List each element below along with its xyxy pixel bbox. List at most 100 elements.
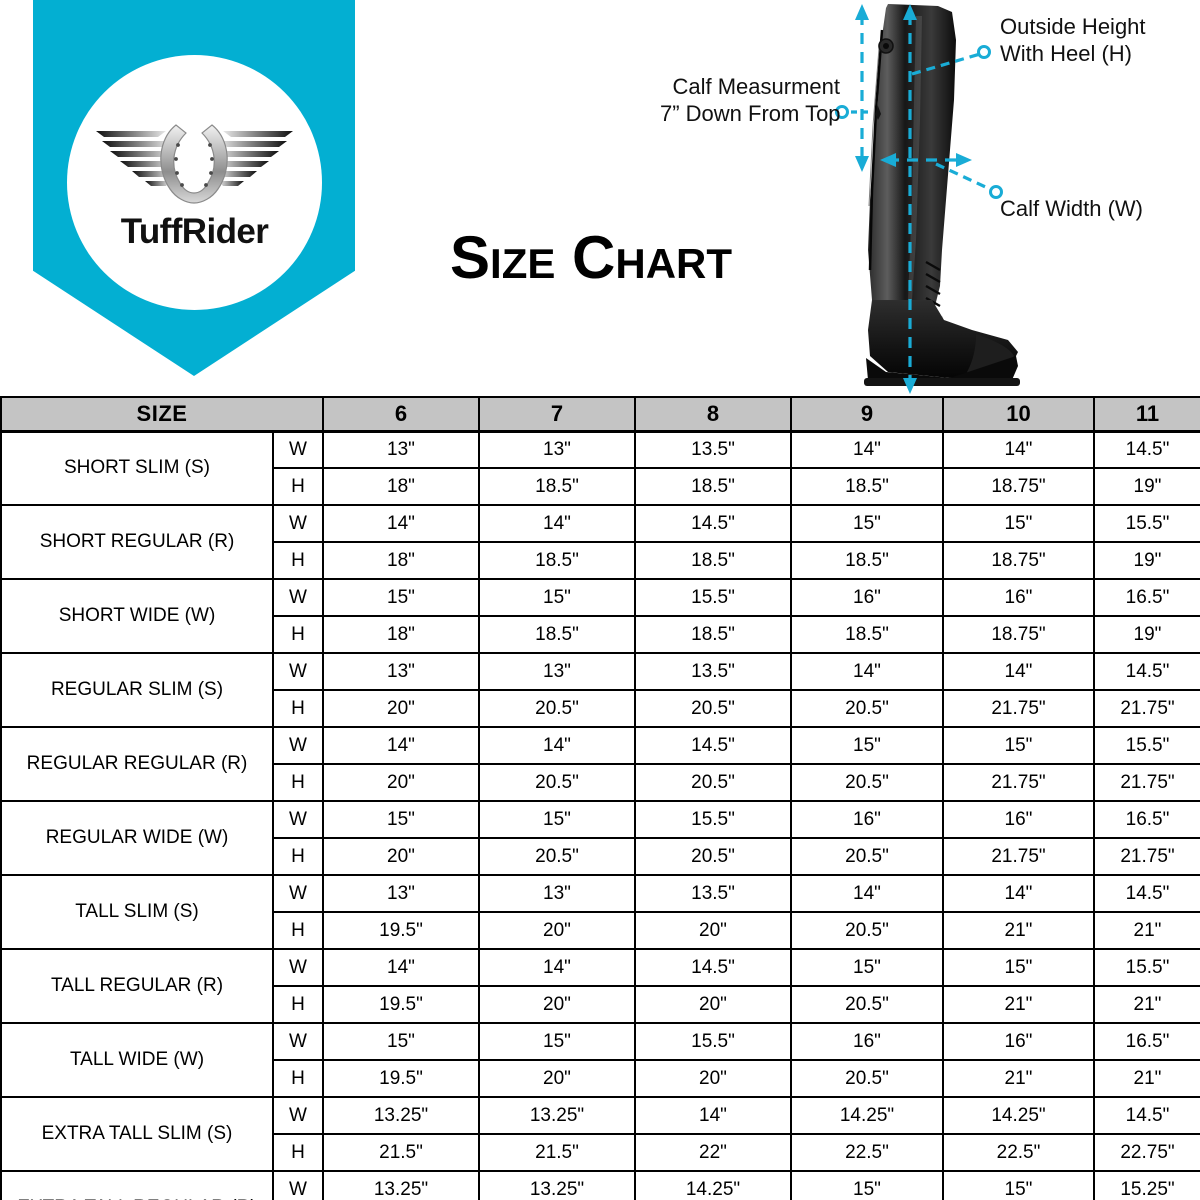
row-label: EXTRA TALL REGULAR (R) — [0, 1170, 274, 1200]
cell-w-size-7: 13" — [478, 874, 636, 913]
cell-h-size-11: 21" — [1093, 911, 1200, 950]
row-label: REGULAR WIDE (W) — [0, 800, 274, 876]
cell-h-size-8: 20" — [634, 1059, 792, 1098]
cell-h-size-10: 21.75" — [942, 689, 1095, 728]
measurement-arrows — [855, 4, 972, 394]
cell-w-size-10: 14" — [942, 874, 1095, 913]
cell-h-size-9: 18.5" — [790, 541, 944, 580]
row-label: EXTRA TALL SLIM (S) — [0, 1096, 274, 1172]
measure-label-w: W — [272, 800, 324, 839]
cell-h-size-9: 20.5" — [790, 763, 944, 802]
cell-h-size-7: 20.5" — [478, 689, 636, 728]
table-row: EXTRA TALL REGULAR (R)W13.25"13.25"14.25… — [0, 1170, 1200, 1200]
table-row: H 18" 18.5" 18.5" 18.5" 18.75" 19" — [1, 541, 1200, 580]
cell-h-size-10: 21.75" — [942, 763, 1095, 802]
cell-h-size-11: 21" — [1093, 1059, 1200, 1098]
header-size: SIZE — [0, 396, 324, 433]
cell-h-size-7: 20.5" — [478, 837, 636, 876]
measure-label-w: W — [272, 652, 324, 691]
table-row: H 19.5" 20" 20" 20.5" 21" 21" — [1, 911, 1200, 950]
measurement-guides — [846, 14, 993, 386]
row-label: SHORT SLIM (S) — [0, 430, 274, 506]
cell-h-size-11: 21" — [1093, 985, 1200, 1024]
cell-w-size-7: 13.25" — [478, 1096, 636, 1135]
cell-h-size-6: 18" — [322, 615, 480, 654]
cell-w-size-10: 14.25" — [942, 1096, 1095, 1135]
cell-h-size-11: 19" — [1093, 615, 1200, 654]
cell-w-size-8: 14.25" — [634, 1170, 792, 1200]
cell-w-size-6: 14" — [322, 504, 480, 543]
cell-w-size-7: 13" — [478, 430, 636, 469]
cell-w-size-10: 15" — [942, 948, 1095, 987]
cell-w-size-9: 14" — [790, 874, 944, 913]
row-label: REGULAR SLIM (S) — [0, 652, 274, 728]
cell-w-size-8: 14.5" — [634, 726, 792, 765]
cell-w-size-9: 16" — [790, 1022, 944, 1061]
row-label: TALL SLIM (S) — [0, 874, 274, 950]
cell-w-size-10: 15" — [942, 1170, 1095, 1200]
cell-w-size-7: 15" — [478, 1022, 636, 1061]
table-row: REGULAR SLIM (S) W 13" 13" 13.5" 14" 14" 14.5" — [0, 652, 1200, 728]
cell-w-size-6: 13.25" — [322, 1170, 480, 1200]
cell-w-size-9: 16" — [790, 578, 944, 617]
cell-h-size-10: 21.75" — [942, 837, 1095, 876]
table-row: H 20" 20.5" 20.5" 20.5" 21.75" 21.75" — [1, 689, 1200, 728]
callout-outside-height-line2: With Heel (H) — [1000, 40, 1133, 66]
cell-h-size-10: 18.75" — [942, 615, 1095, 654]
cell-h-size-8: 18.5" — [634, 615, 792, 654]
table-header: SIZE 6 7 8 9 10 11 — [0, 396, 1200, 433]
cell-w-size-6: 15" — [322, 1022, 480, 1061]
cell-h-size-10: 22.5" — [942, 1133, 1095, 1172]
cell-h-size-6: 19.5" — [322, 1059, 480, 1098]
header-zone: TuffRider Size Chart — [0, 0, 1200, 396]
cell-h-size-8: 18.5" — [634, 541, 792, 580]
cell-h-size-9: 20.5" — [790, 911, 944, 950]
cell-h-size-6: 18" — [322, 541, 480, 580]
cell-h-size-9: 20.5" — [790, 689, 944, 728]
measure-label-w: W — [272, 1022, 324, 1061]
cell-h-size-10: 21" — [942, 911, 1095, 950]
cell-w-size-11: 15.25" — [1093, 1170, 1200, 1200]
cell-w-size-9: 14" — [790, 652, 944, 691]
cell-w-size-11: 16.5" — [1093, 1022, 1200, 1061]
table-row: SHORT REGULAR (R) W 14" 14" 14.5" 15" 15" 15.5" — [0, 504, 1200, 580]
cell-h-size-6: 19.5" — [322, 911, 480, 950]
leader-dots — [835, 45, 1003, 199]
cell-w-size-11: 14.5" — [1093, 430, 1200, 469]
measure-label-h: H — [272, 837, 324, 876]
table-header-row: SIZE 6 7 8 9 10 11 — [0, 396, 1200, 433]
cell-h-size-10: 21" — [942, 1059, 1095, 1098]
header-size-10: 10 — [942, 396, 1095, 433]
cell-h-size-7: 20" — [478, 1059, 636, 1098]
cell-w-size-8: 13.5" — [634, 874, 792, 913]
cell-w-size-10: 14" — [942, 652, 1095, 691]
cell-h-size-8: 20.5" — [634, 837, 792, 876]
cell-w-size-11: 16.5" — [1093, 578, 1200, 617]
brand-name: TuffRider — [120, 211, 269, 251]
cell-w-size-7: 13" — [478, 652, 636, 691]
cell-h-size-7: 18.5" — [478, 541, 636, 580]
callout-calf-measurement: Calf Measurment 7” Down From Top — [660, 74, 841, 128]
cell-h-size-9: 20.5" — [790, 985, 944, 1024]
boot-shape — [864, 4, 1020, 386]
table-row: H 18" 18.5" 18.5" 18.5" 18.75" 19" — [1, 615, 1200, 654]
riding-boot-diagram — [835, 4, 1020, 394]
cell-w-size-10: 14" — [942, 430, 1095, 469]
cell-w-size-7: 14" — [478, 726, 636, 765]
cell-h-size-6: 20" — [322, 837, 480, 876]
table-row: SHORT WIDE (W) W 15" 15" 15.5" 16" 16" 16.5" — [0, 578, 1200, 654]
measure-label-h: H — [272, 615, 324, 654]
cell-w-size-9: 14.25" — [790, 1096, 944, 1135]
cell-h-size-6: 18" — [322, 467, 480, 506]
cell-h-size-7: 18.5" — [478, 615, 636, 654]
cell-w-size-10: 15" — [942, 726, 1095, 765]
measure-label-w: W — [272, 1170, 324, 1200]
measure-label-h: H — [272, 985, 324, 1024]
cell-h-size-11: 21.75" — [1093, 689, 1200, 728]
cell-w-size-8: 13.5" — [634, 430, 792, 469]
table-row: TALL WIDE (W) W 15" 15" 15.5" 16" 16" 16.5" — [0, 1022, 1200, 1098]
cell-h-size-8: 22" — [634, 1133, 792, 1172]
cell-w-size-6: 13.25" — [322, 1096, 480, 1135]
table-row: H 18" 18.5" 18.5" 18.5" 18.75" 19" — [1, 467, 1200, 506]
